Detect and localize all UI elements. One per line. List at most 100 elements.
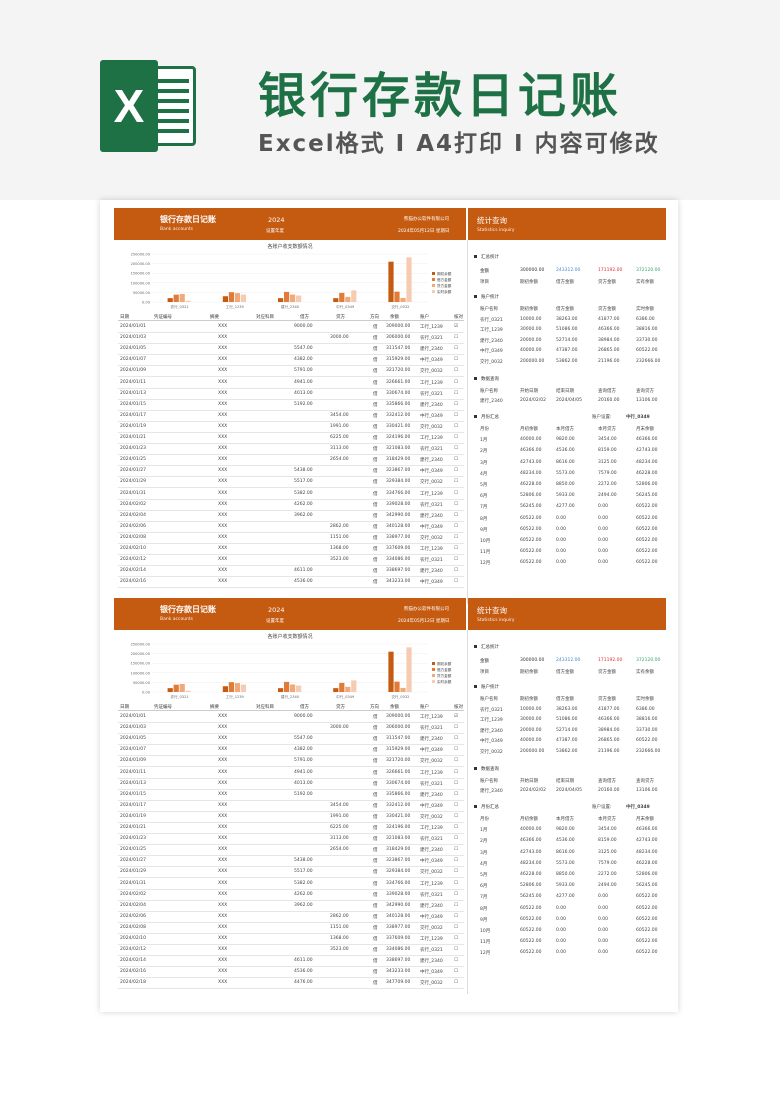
- summary-value: 243312.00: [556, 658, 581, 663]
- cell-account: 工行_1239: [420, 770, 443, 776]
- cell-direction: 借: [373, 970, 378, 976]
- table-row: 2024/01/09 XXX 5791.00 借 321720.00 交行_0032 ☐: [118, 366, 464, 378]
- check-box[interactable]: ☐: [454, 401, 459, 407]
- account-cell: 交行_0032: [480, 749, 503, 755]
- cell-account: 工行_1239: [420, 715, 443, 720]
- y-tick-label: 150000.00: [131, 662, 151, 666]
- month-cell: 60522.00: [520, 939, 542, 945]
- check-box[interactable]: ☐: [454, 579, 459, 585]
- check-box[interactable]: ☐: [454, 980, 459, 986]
- cell-credit: 1368.00: [330, 936, 349, 941]
- cell-direction: 借: [373, 569, 378, 575]
- check-box[interactable]: ☐: [454, 446, 459, 452]
- query-cell[interactable]: 2024/02/02: [520, 398, 546, 403]
- check-box[interactable]: ☐: [454, 379, 459, 385]
- check-box[interactable]: ☐: [454, 902, 459, 908]
- check-box[interactable]: ☐: [454, 335, 459, 341]
- check-box[interactable]: ☐: [454, 368, 459, 374]
- month-row: 10月 60522.00 0.00 0.00 60522.00: [474, 536, 662, 546]
- check-box[interactable]: ☐: [454, 947, 459, 953]
- query-cell[interactable]: 2024/04/05: [556, 398, 582, 403]
- query-cell[interactable]: 2024/04/05: [556, 788, 582, 793]
- table-row: 2024/01/27 XXX 5438.00 借 323867.00 中行_0349 ☐: [118, 856, 464, 868]
- query-cell[interactable]: 2024/02/02: [520, 788, 546, 793]
- check-box[interactable]: ☐: [454, 725, 459, 731]
- check-box[interactable]: ☐: [454, 769, 459, 775]
- check-box[interactable]: ☐: [454, 791, 459, 797]
- check-box[interactable]: ☐: [454, 891, 459, 897]
- check-box[interactable]: ☐: [454, 512, 459, 518]
- check-box[interactable]: ☐: [454, 825, 459, 830]
- check-box[interactable]: ☐: [454, 412, 459, 418]
- cell-debit: 4262.00: [294, 891, 313, 897]
- check-box[interactable]: ☐: [454, 457, 459, 463]
- check-box[interactable]: ☐: [454, 357, 459, 363]
- check-box[interactable]: ☐: [454, 813, 459, 819]
- check-box[interactable]: ☐: [454, 490, 459, 496]
- cell-direction: 借: [373, 580, 378, 586]
- check-box[interactable]: ☐: [454, 423, 459, 429]
- check-box[interactable]: ☑: [454, 324, 459, 329]
- check-box[interactable]: ☐: [454, 847, 459, 853]
- check-box[interactable]: ☐: [454, 958, 459, 964]
- check-box[interactable]: ☑: [454, 714, 459, 719]
- check-box[interactable]: ☐: [454, 802, 459, 808]
- cell-direction: 借: [373, 325, 378, 330]
- account-cell: 工行_1239: [480, 718, 503, 723]
- account-cell: 60522.00: [636, 348, 658, 353]
- check-box[interactable]: ☐: [454, 936, 459, 941]
- cell-balance: 330421.00: [386, 813, 411, 819]
- check-box[interactable]: ☐: [454, 969, 459, 975]
- bar: [234, 683, 240, 692]
- check-box[interactable]: ☐: [454, 924, 459, 930]
- ledger-panel: 银行存款日记账 Bank accounts 2024 设置年度 熊猫办公软件有限公司 20…: [114, 598, 466, 994]
- query-cell[interactable]: 20160.00: [598, 398, 620, 403]
- check-box[interactable]: ☐: [454, 736, 459, 742]
- query-section-title: 数据查询: [474, 766, 499, 772]
- cell-debit: 5791.00: [294, 758, 313, 764]
- y-tick-label: 250000.00: [131, 253, 151, 257]
- month-cell: 3454.00: [598, 827, 617, 833]
- check-box[interactable]: ☐: [454, 758, 459, 764]
- check-box[interactable]: ☐: [454, 836, 459, 842]
- check-box[interactable]: ☐: [454, 534, 459, 540]
- check-box[interactable]: ☐: [454, 435, 459, 440]
- check-box[interactable]: ☐: [454, 501, 459, 507]
- check-box[interactable]: ☐: [454, 390, 459, 396]
- query-cell[interactable]: 建行_2340: [480, 789, 503, 794]
- query-cell[interactable]: 建行_2340: [480, 399, 503, 404]
- cell-credit: 3523.00: [330, 557, 349, 563]
- check-box[interactable]: ☐: [454, 523, 459, 529]
- check-box[interactable]: ☐: [454, 869, 459, 875]
- cell-summary: XXX: [218, 924, 228, 930]
- query-cell[interactable]: 20160.00: [598, 788, 620, 793]
- month-cell: 60522.00: [520, 950, 542, 956]
- check-box[interactable]: ☐: [454, 468, 459, 474]
- check-box[interactable]: ☐: [454, 858, 459, 864]
- cell-balance: 343233.00: [386, 579, 411, 585]
- month-setting-value[interactable]: 中行_0349: [626, 415, 650, 420]
- cell-summary: XXX: [218, 435, 228, 440]
- check-box[interactable]: ☐: [454, 479, 459, 485]
- query-column: 查询贷方: [636, 388, 654, 394]
- check-box[interactable]: ☐: [454, 880, 459, 886]
- cell-account: 建行_2340: [420, 347, 443, 353]
- check-box[interactable]: ☐: [454, 346, 459, 352]
- check-box[interactable]: ☐: [454, 557, 459, 563]
- check-box[interactable]: ☐: [454, 747, 459, 753]
- check-box[interactable]: ☐: [454, 568, 459, 574]
- query-cell[interactable]: 13106.00: [636, 788, 658, 793]
- cell-direction: 借: [373, 424, 378, 430]
- check-box[interactable]: ☐: [454, 780, 459, 786]
- check-box[interactable]: ☐: [454, 913, 459, 919]
- cell-account: 建行_2340: [420, 848, 443, 854]
- account-cell: 10000.00: [520, 316, 542, 322]
- query-cell[interactable]: 13106.00: [636, 398, 658, 403]
- month-setting-value[interactable]: 中行_0349: [626, 805, 650, 810]
- account-column: 账户名称: [480, 307, 498, 312]
- check-box[interactable]: ☐: [454, 546, 459, 551]
- account-cell: 21196.00: [598, 748, 620, 754]
- cell-account: 农行_0321: [420, 558, 443, 564]
- bar: [406, 257, 412, 302]
- cell-date: 2024/01/03: [120, 725, 146, 731]
